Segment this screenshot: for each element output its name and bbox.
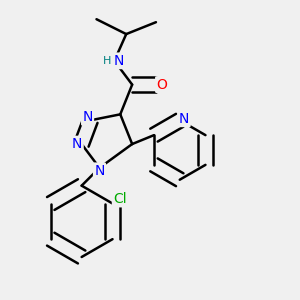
Text: N: N <box>94 164 105 178</box>
Text: N: N <box>82 110 93 124</box>
Text: H: H <box>103 56 111 66</box>
Text: O: O <box>157 78 167 92</box>
Text: N: N <box>114 54 124 68</box>
Text: Cl: Cl <box>113 192 127 206</box>
Text: N: N <box>179 112 189 126</box>
Text: N: N <box>72 137 83 151</box>
